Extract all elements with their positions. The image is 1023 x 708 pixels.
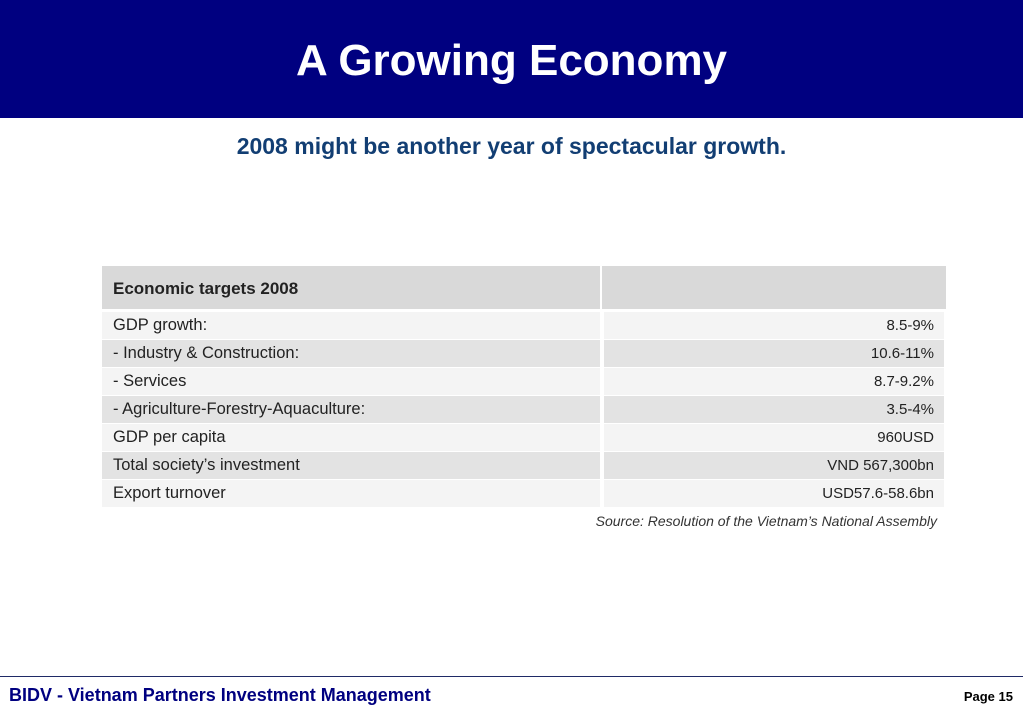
row-label: GDP growth: [102,312,600,339]
row-label: - Agriculture-Forestry-Aquaculture: [102,396,600,423]
row-value: USD57.6-58.6bn [604,480,944,507]
table-header-label: Economic targets 2008 [102,266,600,309]
page-number: Page 15 [963,689,1013,704]
slide-subtitle: 2008 might be another year of spectacula… [236,133,787,159]
table-row: - Industry & Construction: 10.6-11% [102,340,946,367]
table-row: - Services 8.7-9.2% [102,368,946,395]
row-value: 8.5-9% [604,312,944,339]
footer-company-name: BIDV - Vietnam Partners Investment Manag… [9,685,431,705]
row-value: VND 567,300bn [604,452,944,479]
economic-targets-table: Economic targets 2008 GDP growth: 8.5-9%… [102,266,946,507]
row-value: 960USD [604,424,944,451]
row-label: Export turnover [102,480,600,507]
row-value: 8.7-9.2% [604,368,944,395]
footer-divider [0,676,1023,677]
table-source-note: Source: Resolution of the Vietnam’s Nati… [595,513,937,529]
table-row: GDP growth: 8.5-9% [102,312,946,339]
table-row: - Agriculture-Forestry-Aquaculture: 3.5-… [102,396,946,423]
table-row: Export turnover USD57.6-58.6bn [102,480,946,507]
row-label: Total society’s investment [102,452,600,479]
table-header-row: Economic targets 2008 [102,266,946,309]
title-bar [0,0,1023,118]
row-label: - Industry & Construction: [102,340,600,367]
row-value: 3.5-4% [604,396,944,423]
table-row: GDP per capita 960USD [102,424,946,451]
table-header-value [602,266,946,309]
row-label: GDP per capita [102,424,600,451]
row-label: - Services [102,368,600,395]
slide-title: A Growing Economy [295,36,728,85]
table-row: Total society’s investment VND 567,300bn [102,452,946,479]
row-value: 10.6-11% [604,340,944,367]
